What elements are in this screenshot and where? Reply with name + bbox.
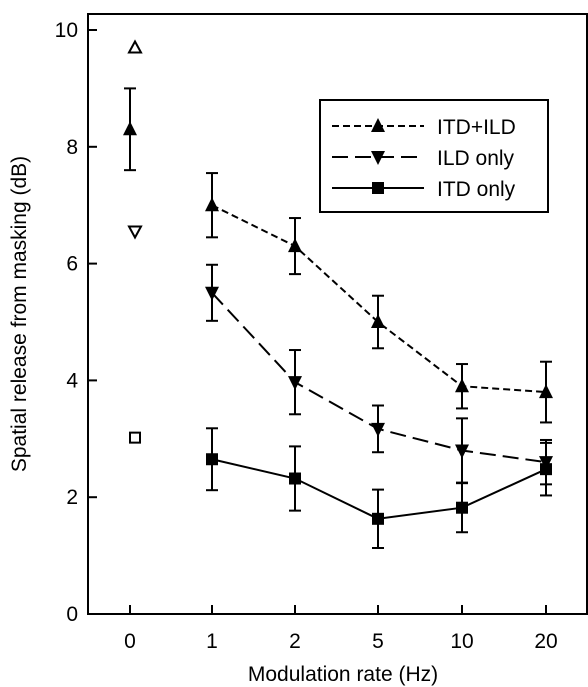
x-tick-label: 20: [534, 630, 557, 653]
open-data-point: [129, 431, 141, 444]
legend-label: ITD only: [437, 178, 516, 201]
y-axis-title: Spatial release from masking (dB): [8, 156, 31, 472]
data-point: [289, 472, 301, 485]
y-tick-label: 6: [66, 253, 78, 276]
data-point: [455, 378, 469, 393]
axis-ticks: 0 2 4 6 8 10 0 1 2 5 10 20: [55, 19, 558, 653]
legend-label: ILD only: [437, 147, 515, 170]
y-tick-label: 10: [55, 19, 78, 42]
data-point: [288, 238, 302, 253]
data-point: [123, 121, 137, 136]
legend-marker: [371, 151, 385, 165]
data-point: [372, 512, 384, 525]
legend-label: ITD+ILD: [437, 116, 516, 139]
data-point: [206, 453, 218, 466]
open-data-point: [127, 39, 143, 54]
data-point: [455, 444, 469, 459]
series-layer: [123, 87, 553, 550]
x-tick-label: 2: [289, 630, 301, 653]
legend-marker: [371, 118, 385, 132]
y-tick-label: 2: [66, 486, 78, 509]
x-tick-label: 5: [372, 630, 384, 653]
x-axis-title: Modulation rate (Hz): [248, 663, 438, 686]
data-point: [371, 422, 385, 437]
y-tick-label: 8: [66, 136, 78, 159]
data-point: [288, 376, 302, 391]
data-point: [205, 197, 219, 212]
unfilled-points: [127, 39, 143, 444]
x-tick-label: 0: [124, 630, 136, 653]
data-point: [539, 384, 553, 399]
legend-marker: [372, 182, 384, 194]
plot-border: [87, 13, 588, 615]
series-itd-ild: [123, 87, 553, 424]
series-itd-only: [206, 427, 552, 550]
data-point: [205, 286, 219, 301]
x-tick-label: 1: [206, 630, 218, 653]
plot-frame: [87, 13, 588, 615]
series-line: [211, 204, 547, 394]
x-tick-label: 10: [450, 630, 473, 653]
data-point: [456, 501, 468, 514]
y-tick-label: 4: [66, 369, 78, 392]
open-data-point: [127, 225, 143, 240]
y-tick-label: 0: [66, 603, 78, 626]
legend: ITD+ILD ILD only ITD only: [319, 99, 549, 213]
data-point: [540, 463, 552, 476]
data-point: [371, 314, 385, 328]
